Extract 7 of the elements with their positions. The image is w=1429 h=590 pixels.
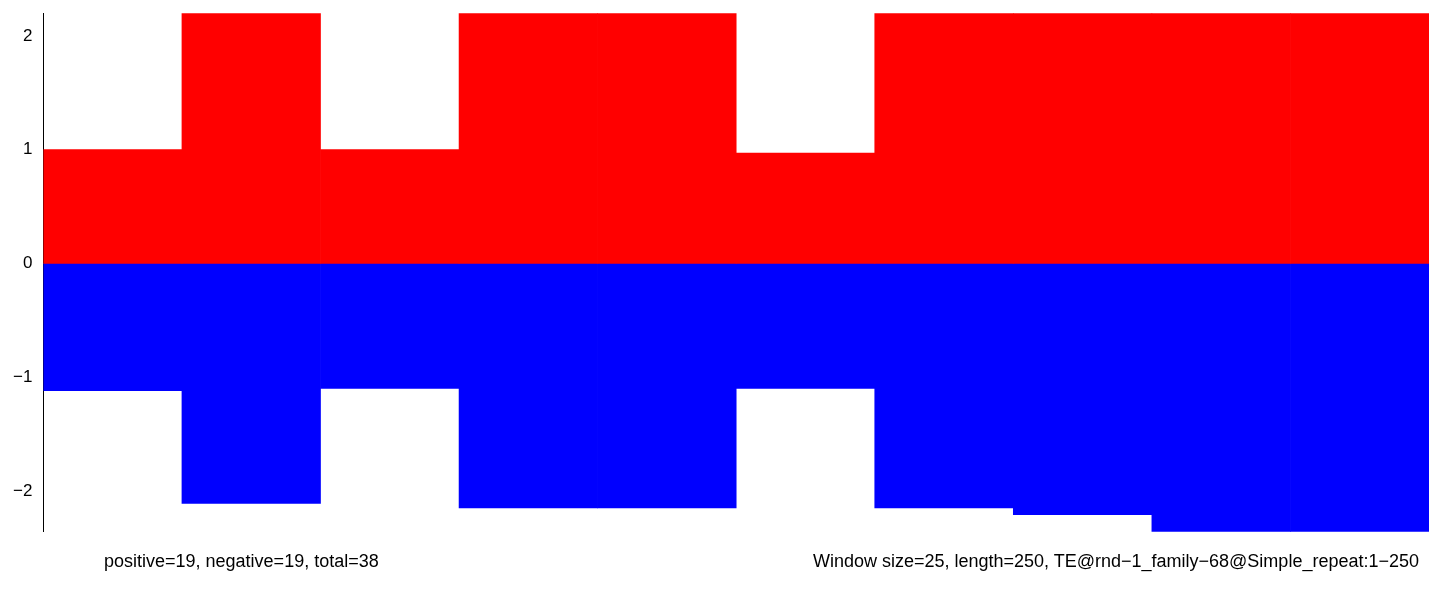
y-tick-label: 2 <box>22 25 33 45</box>
text: positive=19, negative=19, total=38 <box>104 551 379 572</box>
y-tick-label: −2 <box>12 480 33 500</box>
y-tick-label: 1 <box>22 139 33 159</box>
y-tick-label: 0 <box>22 253 33 273</box>
text: Window size=25, length=250, TE@rnd−1_family−68@Simple_repeat:1−250 <box>812 551 1419 572</box>
y-tick-label: −1 <box>12 366 33 386</box>
